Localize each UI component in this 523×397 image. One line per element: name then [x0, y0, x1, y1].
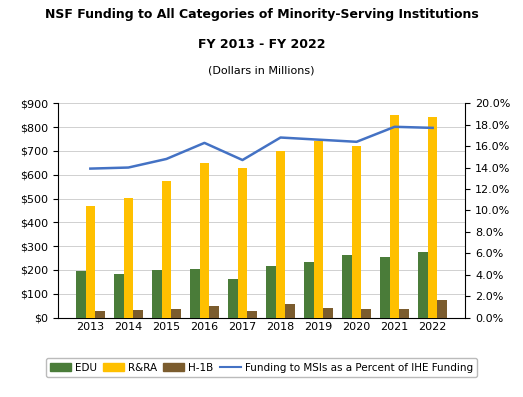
Bar: [343, 255, 352, 318]
Bar: [400, 308, 409, 318]
Text: (Dollars in Millions): (Dollars in Millions): [208, 66, 315, 75]
Bar: [266, 266, 276, 318]
Bar: [114, 274, 123, 318]
Funding to MSIs as a Percent of IHE Funding: [87, 166, 94, 171]
Bar: [200, 163, 209, 318]
Bar: [209, 306, 219, 318]
Bar: [162, 181, 171, 318]
Bar: [247, 311, 257, 318]
Bar: [304, 262, 314, 318]
Bar: [133, 310, 143, 318]
Bar: [323, 308, 333, 318]
Funding to MSIs as a Percent of IHE Funding: [163, 156, 169, 161]
Funding to MSIs as a Percent of IHE Funding: [277, 135, 283, 140]
Funding to MSIs as a Percent of IHE Funding: [315, 137, 322, 142]
Funding to MSIs as a Percent of IHE Funding: [125, 165, 131, 170]
Bar: [352, 146, 361, 318]
Bar: [190, 269, 200, 318]
Bar: [276, 151, 285, 318]
Bar: [86, 206, 95, 318]
Funding to MSIs as a Percent of IHE Funding: [240, 158, 246, 162]
Bar: [238, 168, 247, 318]
Bar: [437, 300, 447, 318]
Funding to MSIs as a Percent of IHE Funding: [392, 124, 398, 129]
Funding to MSIs as a Percent of IHE Funding: [354, 139, 360, 144]
Bar: [390, 115, 400, 318]
Bar: [171, 308, 180, 318]
Bar: [228, 279, 238, 318]
Bar: [314, 141, 323, 318]
Bar: [380, 257, 390, 318]
Funding to MSIs as a Percent of IHE Funding: [429, 125, 436, 130]
Text: NSF Funding to All Categories of Minority-Serving Institutions: NSF Funding to All Categories of Minorit…: [44, 8, 479, 21]
Bar: [361, 308, 371, 318]
Bar: [418, 252, 428, 318]
Bar: [95, 311, 105, 318]
Bar: [123, 198, 133, 318]
Text: FY 2013 - FY 2022: FY 2013 - FY 2022: [198, 38, 325, 51]
Line: Funding to MSIs as a Percent of IHE Funding: Funding to MSIs as a Percent of IHE Fund…: [90, 127, 433, 169]
Funding to MSIs as a Percent of IHE Funding: [201, 141, 208, 145]
Bar: [428, 117, 437, 318]
Legend: EDU, R&RA, H-1B, Funding to MSIs as a Percent of IHE Funding: EDU, R&RA, H-1B, Funding to MSIs as a Pe…: [46, 358, 477, 377]
Bar: [76, 271, 86, 318]
Bar: [152, 270, 162, 318]
Bar: [285, 304, 295, 318]
